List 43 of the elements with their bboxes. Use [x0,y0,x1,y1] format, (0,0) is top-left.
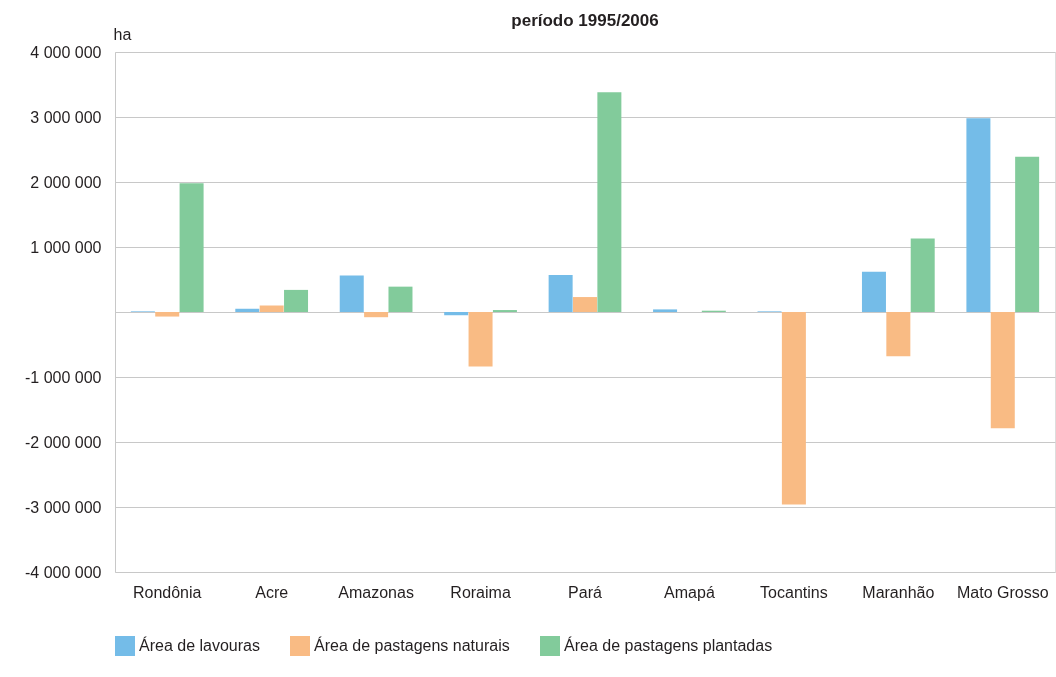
bar [781,312,806,505]
y-axis-title: ha [113,25,132,43]
legend-label: Área de pastagens plantadas [564,636,773,654]
x-tick-label: Acre [255,583,289,601]
bar [573,297,597,312]
x-tick-label: Tocantins [760,583,828,601]
legend-label: Área de lavouras [139,636,260,654]
y-tick-label: -1 000 000 [24,368,102,386]
y-tick-label: -3 000 000 [24,498,102,516]
y-tick-label: -2 000 000 [24,433,102,451]
x-tick-label: Amapá [664,583,715,601]
x-tick-label: Maranhão [862,583,935,601]
y-tick-label: 4 000 000 [30,43,102,61]
bar [155,312,180,317]
legend-label: Área de pastagens naturais [314,636,510,654]
bar [990,312,1015,429]
bar [597,92,622,312]
x-tick-label: Mato Grosso [956,583,1049,601]
bar [388,286,413,312]
bar [444,312,469,316]
x-tick-label: Roraima [450,583,511,601]
bar [548,274,573,312]
x-tick-label: Rondônia [132,583,202,601]
bar [861,271,886,312]
x-tick-label: Pará [568,583,602,601]
y-tick-label: -4 000 000 [24,563,102,581]
y-tick-label: 2 000 000 [30,173,102,191]
bar [910,238,935,312]
bar [339,275,364,312]
bar [1015,156,1040,312]
bar [364,312,389,318]
bar [886,312,911,357]
bar [468,312,493,367]
bar [966,118,991,312]
bar [259,305,284,312]
bar [284,289,309,312]
chart-title: período 1995/2006 [511,11,659,30]
y-tick-label: 3 000 000 [30,108,102,126]
bar [179,183,204,312]
bar [653,309,678,312]
bar [235,308,260,312]
x-tick-label: Amazonas [338,583,414,601]
y-tick-label: 1 000 000 [30,238,102,256]
